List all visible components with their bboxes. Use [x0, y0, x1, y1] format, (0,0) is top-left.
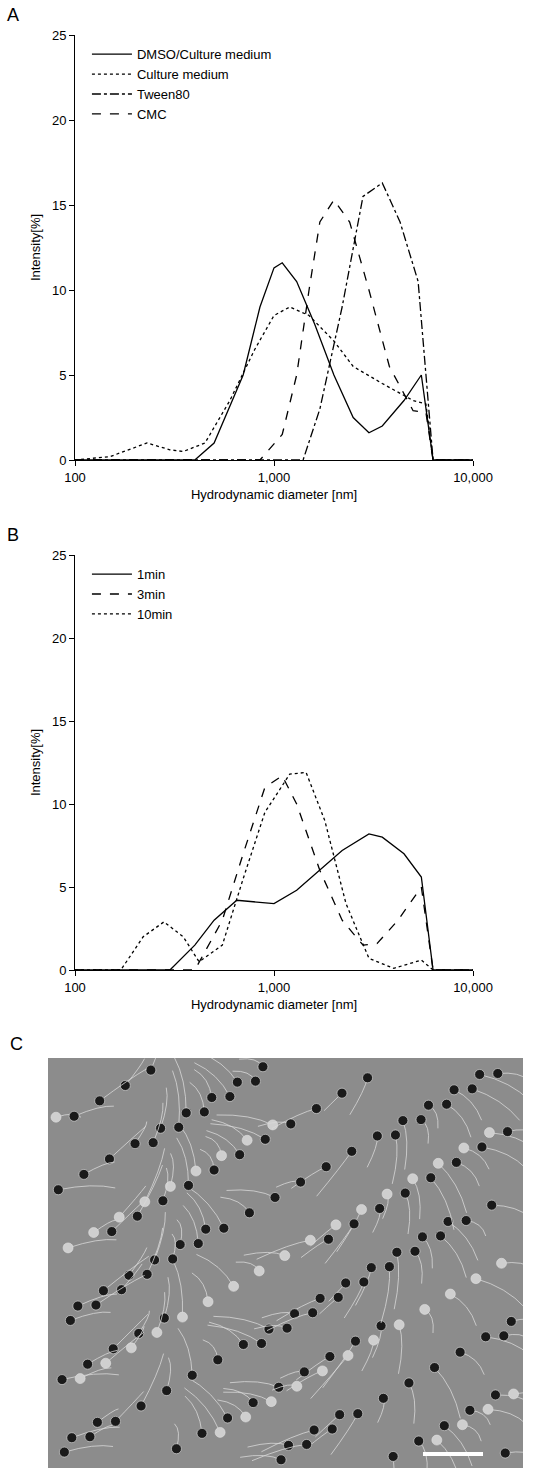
svg-text:1,000: 1,000 [258, 470, 291, 485]
svg-text:1min: 1min [137, 567, 165, 582]
svg-text:0: 0 [59, 963, 66, 978]
svg-text:B: B [7, 525, 19, 545]
svg-text:DMSO/Culture medium: DMSO/Culture medium [137, 47, 271, 62]
svg-text:100: 100 [64, 980, 86, 995]
svg-text:15: 15 [52, 198, 66, 213]
svg-text:Intensity[%]: Intensity[%] [28, 214, 43, 281]
svg-text:CMC: CMC [137, 107, 167, 122]
svg-text:100: 100 [64, 470, 86, 485]
svg-text:1,000: 1,000 [258, 980, 291, 995]
svg-text:Culture medium: Culture medium [137, 67, 229, 82]
svg-text:10: 10 [52, 283, 66, 298]
svg-text:0: 0 [59, 453, 66, 468]
svg-text:10,000: 10,000 [453, 470, 493, 485]
svg-text:20: 20 [52, 113, 66, 128]
svg-text:3min: 3min [137, 587, 165, 602]
svg-text:Hydrodynamic diameter [nm]: Hydrodynamic diameter [nm] [191, 487, 357, 502]
svg-text:A: A [7, 5, 19, 25]
svg-text:20: 20 [52, 631, 66, 646]
svg-text:15: 15 [52, 714, 66, 729]
svg-text:25: 25 [52, 548, 66, 563]
svg-text:Hydrodynamic diameter [nm]: Hydrodynamic diameter [nm] [191, 997, 357, 1012]
svg-text:10,000: 10,000 [453, 980, 493, 995]
svg-text:C: C [10, 1034, 23, 1054]
svg-text:5: 5 [59, 880, 66, 895]
svg-text:10min: 10min [137, 607, 172, 622]
svg-text:Intensity[%]: Intensity[%] [28, 729, 43, 796]
svg-text:10: 10 [52, 797, 66, 812]
svg-text:25: 25 [52, 28, 66, 43]
svg-text:Tween80: Tween80 [137, 87, 190, 102]
svg-text:5: 5 [59, 368, 66, 383]
